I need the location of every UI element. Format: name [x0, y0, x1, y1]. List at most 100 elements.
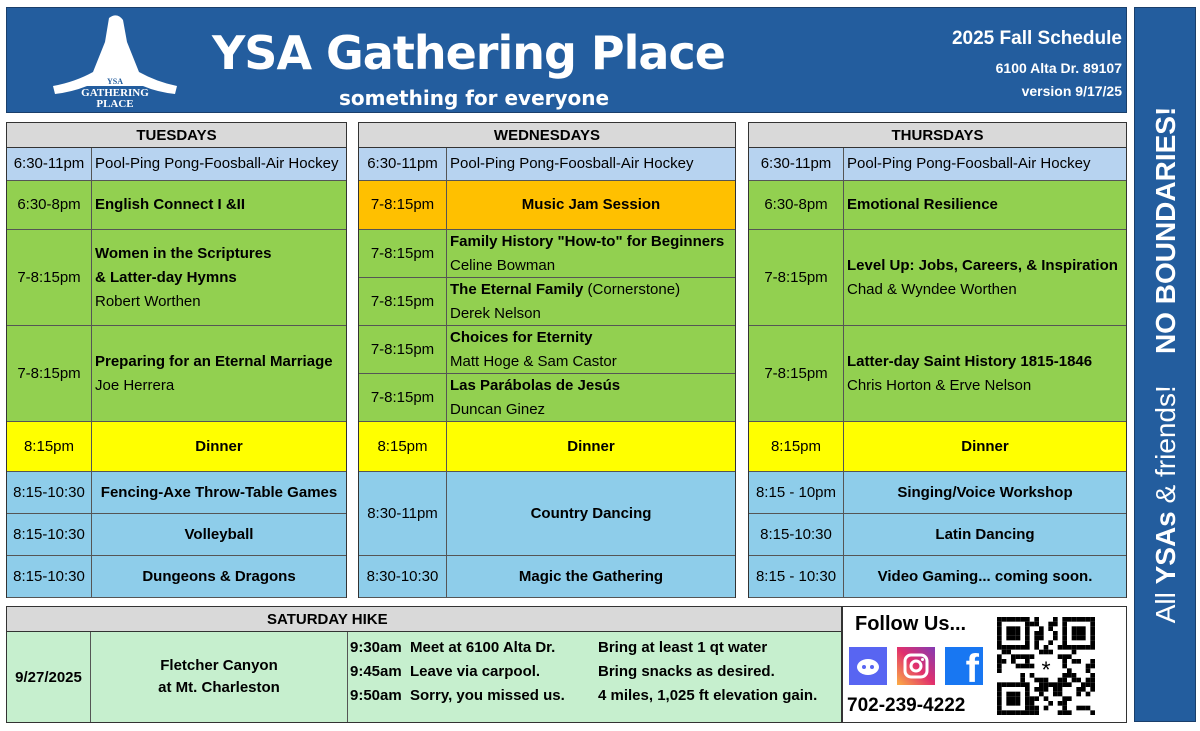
event-line: Chris Horton & Erve Nelson	[847, 376, 1032, 394]
schedule-row: 7-8:15pm Family History "How-to" for Begi…	[359, 230, 735, 278]
time-cell: 8:15-10:30	[7, 514, 92, 555]
event-title: Las Parábolas de Jesús	[450, 376, 621, 394]
schedule-row: 6:30-11pm Pool-Ping Pong-Foosball-Air Hoc…	[7, 148, 346, 181]
schedule-row: 8:30-10:30 Magic the Gathering	[359, 556, 735, 598]
schedule-row: 7-8:15pm Women in the Scriptures & Latter-…	[7, 230, 346, 326]
page-title: YSA Gathering Place	[212, 26, 726, 80]
location-line: Fletcher Canyon	[160, 657, 278, 674]
time-cell: 8:15-10:30	[7, 472, 92, 513]
follow-title: Follow Us...	[855, 613, 967, 635]
hike-note: 4 miles, 1,025 ft elevation gain.	[598, 687, 818, 704]
hike-step: 9:50am Sorry, you missed us. 4 miles, 1,02…	[350, 684, 841, 708]
time-cell: 7-8:15pm	[359, 181, 447, 229]
hike-text: Sorry, you missed us.	[410, 687, 565, 704]
hike-time: 9:50am	[350, 687, 402, 704]
day-wednesdays: WEDNESDAYS 6:30-11pm Pool-Ping Pong-Foosba…	[358, 122, 736, 598]
schedule-row: 7-8:15pm The Eternal Family (Cornerstone)…	[359, 278, 735, 326]
event-title: Country Dancing	[530, 504, 652, 522]
day-header: TUESDAYS	[7, 123, 346, 148]
event-cell: Dinner	[844, 422, 1126, 471]
time-cell: 8:30-10:30	[359, 556, 447, 597]
hike-note: Bring snacks as desired.	[598, 663, 775, 680]
banner-slogan: NO BOUNDARIES!	[1150, 106, 1181, 355]
event-title: Music Jam Session	[521, 196, 661, 213]
phone-number: 702-239-4222	[847, 695, 966, 716]
schedule-row: 6:30-11pm Pool-Ping Pong-Foosball-Air Hoc…	[749, 148, 1126, 181]
schedule-row: 8:15 - 10pm Singing/Voice Workshop	[749, 472, 1126, 514]
event-title: Emotional Resilience	[847, 196, 998, 213]
time-cell: 6:30-11pm	[749, 148, 844, 180]
schedule-row: 8:15-10:30 Dungeons & Dragons	[7, 556, 346, 598]
schedule-row: 8:15pm Dinner	[7, 422, 346, 472]
logo: YSA GATHERING PLACE	[53, 15, 177, 110]
schedule-label: 2025 Fall Schedule	[951, 28, 1122, 49]
event-cell: Video Gaming... coming soon.	[844, 556, 1126, 597]
schedule-row: 8:15pm Dinner	[359, 422, 735, 472]
event-cell: Choices for Eternity Matt Hoge & Sam Cast…	[447, 326, 735, 373]
event-title: Dungeons & Dragons	[142, 567, 296, 585]
event-cell: Las Parábolas de Jesús Duncan Ginez	[447, 374, 735, 421]
time-cell: 7-8:15pm	[7, 326, 92, 421]
hike-note: Bring at least 1 qt water	[598, 639, 768, 656]
event-cell: Latin Dancing	[844, 514, 1126, 555]
schedule-row: 7-8:15pm Las Parábolas de Jesús Duncan Gin…	[359, 374, 735, 422]
schedule-row: 8:15-10:30 Fencing-Axe Throw-Table Games	[7, 472, 346, 514]
event-title: Pool-Ping Pong-Foosball-Air Hockey	[847, 155, 1091, 172]
banner-text: All	[1150, 584, 1181, 624]
event-title: Family History "How-to" for Beginners	[450, 232, 725, 250]
event-title: Women in the Scriptures	[95, 244, 272, 262]
svg-text:*: *	[1041, 657, 1050, 683]
event-title: Singing/Voice Workshop	[897, 483, 1073, 501]
event-title: Dinner	[195, 437, 243, 455]
time-cell: 8:15 - 10:30	[749, 556, 844, 597]
time-cell: 7-8:15pm	[749, 326, 844, 421]
time-cell: 6:30-11pm	[359, 148, 447, 180]
time-cell: 8:15pm	[7, 422, 92, 471]
header: YSA GATHERING PLACE YSA Gathering Place …	[6, 7, 1127, 113]
event-title: Fencing-Axe Throw-Table Games	[100, 483, 338, 501]
qr-code[interactable]: *	[997, 617, 1095, 715]
event-line: Celine Bowman	[450, 256, 556, 274]
schedule-row: 7-8:15pm Music Jam Session	[359, 181, 735, 230]
time-cell: 6:30-8pm	[7, 181, 92, 229]
time-cell: 8:15pm	[749, 422, 844, 471]
event-cell: Level Up: Jobs, Careers, & Inspiration Ch…	[844, 230, 1126, 325]
svg-text:YSA: YSA	[107, 77, 123, 86]
svg-text:GATHERING: GATHERING	[81, 87, 149, 99]
schedule-row: 7-8:15pm Choices for Eternity Matt Hoge & …	[359, 326, 735, 374]
event-line: Matt Hoge & Sam Castor	[450, 352, 617, 370]
event-cell: Dinner	[447, 422, 735, 471]
event-line: & Latter-day Hymns	[95, 268, 237, 286]
hike-step: 9:30am Meet at 6100 Alta Dr. Bring at leas…	[350, 636, 841, 660]
instagram-icon[interactable]	[897, 647, 935, 685]
version: version 9/17/25	[1021, 83, 1122, 99]
discord-icon[interactable]	[849, 647, 887, 685]
schedule-row: 8:30-11pm Country Dancing	[359, 472, 735, 556]
time-cell: 8:15pm	[359, 422, 447, 471]
hike-text: Leave via carpool.	[410, 663, 541, 680]
event-cell: Pool-Ping Pong-Foosball-Air Hockey	[447, 148, 735, 180]
address: 6100 Alta Dr. 89107	[995, 60, 1122, 76]
time-cell: 6:30-11pm	[7, 148, 92, 180]
event-cell: Dinner	[92, 422, 346, 471]
event-title: English Connect I &II	[95, 196, 246, 213]
event-cell: The Eternal Family (Cornerstone) Derek Ne…	[447, 278, 735, 325]
event-title: Pool-Ping Pong-Foosball-Air Hockey	[450, 155, 694, 172]
day-header: WEDNESDAYS	[359, 123, 735, 148]
facebook-icon[interactable]: f	[945, 647, 983, 685]
svg-text:PLACE: PLACE	[96, 98, 133, 110]
time-cell: 8:15-10:30	[749, 514, 844, 555]
event-cell: Music Jam Session	[447, 181, 735, 229]
event-cell: Volleyball	[92, 514, 346, 555]
time-cell: 7-8:15pm	[7, 230, 92, 325]
hike-location: Fletcher Canyon at Mt. Charleston	[91, 632, 348, 722]
time-cell: 7-8:15pm	[359, 326, 447, 373]
event-title: Latter-day Saint History 1815-1846	[847, 352, 1093, 370]
event-title: Level Up: Jobs, Careers, & Inspiration	[847, 256, 1118, 274]
schedule-row: 8:15 - 10:30 Video Gaming... coming soon.	[749, 556, 1126, 598]
event-title: Choices for Eternity	[450, 328, 593, 346]
hike-step: 9:45am Leave via carpool. Bring snacks as …	[350, 660, 841, 684]
event-line: Derek Nelson	[450, 304, 541, 322]
event-cell: Emotional Resilience	[844, 181, 1126, 229]
hike-schedule: 9:30am Meet at 6100 Alta Dr. Bring at leas…	[348, 632, 841, 722]
